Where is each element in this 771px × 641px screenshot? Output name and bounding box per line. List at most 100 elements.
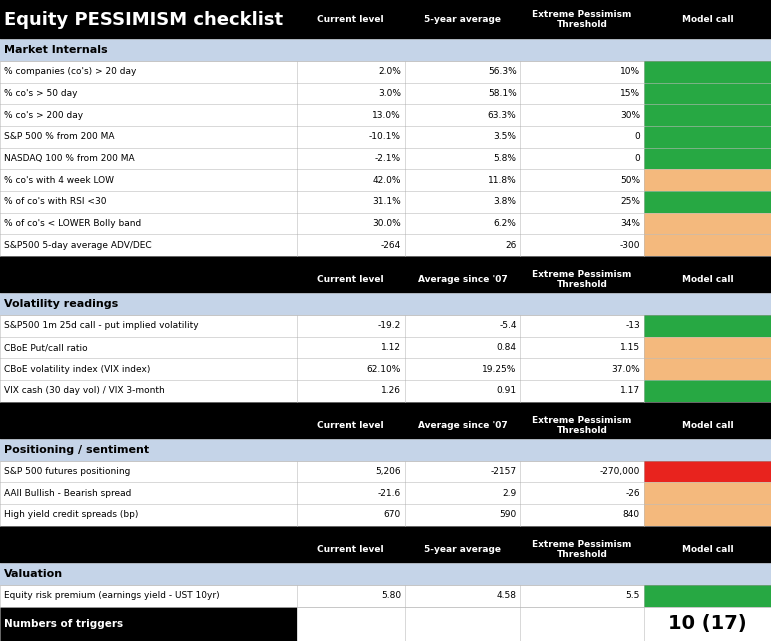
Text: Average since '07: Average since '07: [418, 275, 507, 284]
Bar: [0, 235, 644, 256]
Bar: [644, 235, 771, 256]
Text: Equity risk premium (earnings yield - UST 10yr): Equity risk premium (earnings yield - US…: [4, 591, 220, 600]
Text: % of co's with RSI <30: % of co's with RSI <30: [4, 197, 106, 206]
Text: Extreme Pessimism
Threshold: Extreme Pessimism Threshold: [533, 271, 631, 289]
Text: 1.17: 1.17: [620, 387, 640, 395]
Text: 5.8%: 5.8%: [493, 154, 517, 163]
Text: 31.1%: 31.1%: [372, 197, 401, 206]
Text: 5-year average: 5-year average: [424, 545, 501, 554]
Text: 50%: 50%: [620, 176, 640, 185]
Text: Model call: Model call: [682, 275, 733, 284]
Bar: [644, 83, 771, 104]
Text: S&P 500 futures positioning: S&P 500 futures positioning: [4, 467, 130, 476]
Bar: [0, 358, 644, 380]
Text: % of co's < LOWER Bolly band: % of co's < LOWER Bolly band: [4, 219, 141, 228]
Text: Model call: Model call: [682, 545, 733, 554]
Bar: [0, 294, 771, 315]
Bar: [644, 606, 771, 641]
Text: 62.10%: 62.10%: [366, 365, 401, 374]
Text: 2.9: 2.9: [503, 489, 517, 498]
Text: 10 (17): 10 (17): [668, 614, 746, 633]
Bar: [0, 461, 644, 483]
Text: Numbers of triggers: Numbers of triggers: [4, 619, 123, 629]
Text: 58.1%: 58.1%: [488, 89, 517, 98]
Text: 0: 0: [635, 132, 640, 142]
Bar: [0, 104, 644, 126]
Text: Valuation: Valuation: [4, 569, 63, 579]
Text: Current level: Current level: [318, 15, 384, 24]
Text: 37.0%: 37.0%: [611, 365, 640, 374]
Bar: [0, 585, 644, 606]
Text: Volatility readings: Volatility readings: [4, 299, 118, 309]
Bar: [0, 191, 644, 213]
Text: 2.0%: 2.0%: [378, 67, 401, 76]
Text: Model call: Model call: [682, 421, 733, 430]
Text: -5.4: -5.4: [499, 321, 517, 330]
Bar: [0, 563, 771, 585]
Text: Market Internals: Market Internals: [4, 46, 107, 55]
Bar: [0, 483, 644, 504]
Bar: [0, 337, 644, 358]
Text: VIX cash (30 day vol) / VIX 3-month: VIX cash (30 day vol) / VIX 3-month: [4, 387, 164, 395]
Text: -21.6: -21.6: [378, 489, 401, 498]
Bar: [644, 337, 771, 358]
Bar: [644, 504, 771, 526]
Bar: [0, 412, 771, 439]
Text: 56.3%: 56.3%: [488, 67, 517, 76]
Text: Model call: Model call: [682, 15, 733, 24]
Text: 3.5%: 3.5%: [493, 132, 517, 142]
Text: -264: -264: [381, 240, 401, 250]
Text: 5.80: 5.80: [381, 591, 401, 600]
Text: 15%: 15%: [620, 89, 640, 98]
Text: -10.1%: -10.1%: [369, 132, 401, 142]
Text: CBoE Put/call ratio: CBoE Put/call ratio: [4, 343, 87, 352]
Text: 13.0%: 13.0%: [372, 111, 401, 120]
Text: 3.8%: 3.8%: [493, 197, 517, 206]
Text: 1.12: 1.12: [381, 343, 401, 352]
Text: 3.0%: 3.0%: [378, 89, 401, 98]
Bar: [0, 256, 771, 266]
Bar: [0, 266, 771, 294]
Bar: [644, 585, 771, 606]
Text: % companies (co's) > 20 day: % companies (co's) > 20 day: [4, 67, 136, 76]
Bar: [0, 439, 771, 461]
Text: 5,206: 5,206: [375, 467, 401, 476]
Bar: [0, 169, 644, 191]
Text: 0: 0: [635, 154, 640, 163]
Bar: [644, 126, 771, 147]
Text: 42.0%: 42.0%: [372, 176, 401, 185]
Bar: [644, 191, 771, 213]
Text: NASDAQ 100 % from 200 MA: NASDAQ 100 % from 200 MA: [4, 154, 134, 163]
Bar: [0, 213, 644, 235]
Text: 30.0%: 30.0%: [372, 219, 401, 228]
Text: -2.1%: -2.1%: [375, 154, 401, 163]
Bar: [644, 61, 771, 83]
Text: Equity PESSIMISM checklist: Equity PESSIMISM checklist: [4, 11, 283, 29]
Text: S&P 500 % from 200 MA: S&P 500 % from 200 MA: [4, 132, 114, 142]
Text: % co's > 200 day: % co's > 200 day: [4, 111, 83, 120]
Bar: [0, 315, 644, 337]
Text: 34%: 34%: [620, 219, 640, 228]
Text: 25%: 25%: [620, 197, 640, 206]
Bar: [644, 483, 771, 504]
Bar: [297, 606, 644, 641]
Text: 590: 590: [500, 510, 517, 519]
Bar: [0, 126, 644, 147]
Text: S&P500 5-day average ADV/DEC: S&P500 5-day average ADV/DEC: [4, 240, 151, 250]
Text: Current level: Current level: [318, 275, 384, 284]
Text: S&P500 1m 25d call - put implied volatility: S&P500 1m 25d call - put implied volatil…: [4, 321, 198, 330]
Bar: [0, 536, 771, 563]
Bar: [0, 39, 771, 61]
Bar: [644, 461, 771, 483]
Text: Extreme Pessimism
Threshold: Extreme Pessimism Threshold: [533, 10, 631, 29]
Text: 0.91: 0.91: [497, 387, 517, 395]
Text: 5-year average: 5-year average: [424, 15, 501, 24]
Text: CBoE volatility index (VIX index): CBoE volatility index (VIX index): [4, 365, 150, 374]
Text: -13: -13: [625, 321, 640, 330]
Text: -19.2: -19.2: [378, 321, 401, 330]
Bar: [0, 147, 644, 169]
Bar: [0, 0, 771, 39]
Text: Current level: Current level: [318, 545, 384, 554]
Bar: [644, 169, 771, 191]
Bar: [644, 147, 771, 169]
